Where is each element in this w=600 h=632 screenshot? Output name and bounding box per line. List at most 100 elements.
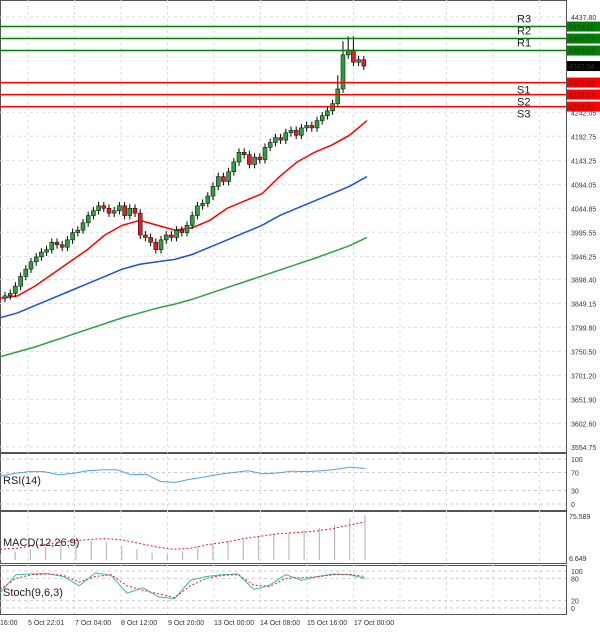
- macd-title: MACD(12,26,9): [3, 537, 79, 549]
- stoch-tick-label: 80: [571, 576, 579, 583]
- time-tick-label: 9 Oct 20:00: [168, 620, 204, 627]
- level-price-box: [567, 45, 600, 56]
- time-tick-label: 14 Oct 08:00: [260, 620, 300, 627]
- candle: [314, 120, 320, 129]
- candle: [356, 59, 361, 63]
- level-price-label: 4253.82: [569, 105, 594, 112]
- candle: [137, 212, 143, 236]
- candle: [117, 205, 122, 211]
- price-tick-label: 3799.80: [571, 326, 596, 333]
- price-tick-label: 4044.85: [571, 206, 596, 213]
- candle: [54, 242, 60, 246]
- candle: [309, 125, 315, 129]
- moving-average-line: [0, 120, 368, 300]
- stoch-d-line: [0, 573, 366, 599]
- price-tick-label: 4094.05: [571, 182, 596, 189]
- candle: [278, 137, 283, 141]
- candle: [153, 242, 159, 250]
- candle: [293, 130, 299, 136]
- level-label: R1: [517, 38, 531, 50]
- candle: [111, 210, 117, 214]
- candle: [257, 156, 263, 160]
- rsi-tick-label: 0: [571, 502, 575, 509]
- level-price-box: [567, 101, 600, 112]
- time-tick-label: 17 Oct 00:00: [354, 620, 394, 627]
- level-price-box: [567, 89, 600, 100]
- candle: [200, 203, 205, 207]
- candle: [143, 234, 148, 238]
- candle: [148, 237, 153, 243]
- stoch-tick-label: 100: [571, 569, 583, 576]
- candle: [59, 244, 65, 248]
- candle: [288, 130, 294, 134]
- time-tick-label: 16:00: [0, 620, 18, 627]
- candle: [18, 276, 23, 287]
- stoch-tick-label: 0: [571, 606, 575, 613]
- candle: [75, 229, 81, 233]
- candle: [325, 110, 330, 116]
- stoch-title: Stoch(9,6,3): [3, 587, 63, 599]
- rsi-title: RSI(14): [3, 475, 41, 487]
- candle: [283, 132, 289, 141]
- panel-frame: [0, 565, 567, 615]
- price-tick-label: 4437.80: [571, 15, 596, 22]
- level-price-label: 4368.87: [569, 49, 594, 56]
- price-tick-label: 3651.90: [571, 398, 596, 405]
- candle: [2, 295, 8, 299]
- price-tick-label: 4242.05: [571, 110, 596, 117]
- price-tick-label: 3554.75: [571, 445, 596, 452]
- price-tick-label: 4143.25: [571, 158, 596, 165]
- price-tick-label: 3946.25: [571, 254, 596, 261]
- candle: [351, 49, 356, 63]
- candle: [174, 229, 179, 238]
- candle: [158, 239, 164, 250]
- candle: [49, 242, 55, 250]
- candle: [273, 137, 278, 143]
- level-label: R2: [517, 26, 531, 38]
- time-tick-label: 13 Oct 00:00: [214, 620, 254, 627]
- price-tick-label: 3701.20: [571, 374, 596, 381]
- candle: [205, 195, 211, 204]
- candle: [179, 229, 185, 233]
- candle: [101, 205, 107, 209]
- candle: [7, 293, 13, 297]
- current-price-box: [567, 61, 600, 72]
- time-tick-label: 15 Oct 16:00: [307, 620, 347, 627]
- level-price-label: 4303.13: [569, 81, 594, 88]
- rsi-tick-label: 30: [571, 489, 579, 496]
- time-tick-label: 5 Oct 22:01: [28, 620, 64, 627]
- candle: [85, 215, 91, 224]
- candle: [189, 215, 195, 226]
- panel-frame: [0, 511, 567, 564]
- level-price-box: [567, 21, 600, 32]
- candle: [304, 125, 309, 129]
- price-tick-label: 3898.40: [571, 278, 596, 285]
- level-label: S3: [517, 109, 530, 121]
- candle: [106, 207, 112, 214]
- time-tick-label: 7 Oct 04:00: [75, 620, 111, 627]
- candle: [335, 88, 341, 104]
- level-price-box: [567, 33, 600, 44]
- candle: [340, 54, 346, 90]
- candle: [252, 156, 257, 165]
- stoch-k-line: [0, 572, 366, 600]
- level-label: R3: [517, 14, 531, 26]
- candle: [13, 285, 18, 294]
- candle: [221, 176, 226, 182]
- macd-signal-line: [0, 521, 366, 550]
- candle: [236, 151, 242, 163]
- price-tick-label: 4192.75: [571, 134, 596, 141]
- moving-average-line: [0, 236, 368, 358]
- candle: [122, 205, 127, 216]
- candle: [23, 268, 29, 277]
- candle: [96, 205, 101, 211]
- price-tick-label: 3995.55: [571, 230, 596, 237]
- rsi-tick-label: 70: [571, 471, 579, 478]
- candle: [70, 232, 75, 241]
- candle: [127, 207, 133, 216]
- candle: [215, 176, 221, 187]
- level-label: S2: [517, 97, 530, 109]
- macd-tick-label: 75.589: [569, 514, 591, 521]
- current-price-label: 4337.04: [569, 64, 594, 71]
- moving-average-line: [0, 175, 368, 319]
